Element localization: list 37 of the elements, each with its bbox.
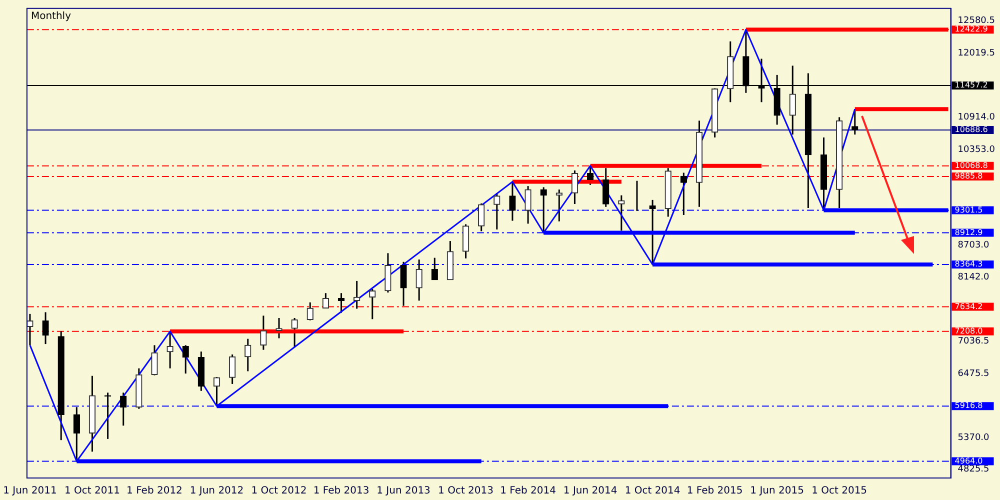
y-tick-label: 10914.0 bbox=[958, 112, 996, 122]
y-tick-label: 10353.0 bbox=[958, 144, 996, 155]
y-tick-label: 6475.5 bbox=[958, 369, 990, 380]
x-tick-label: 1 Oct 2011 bbox=[64, 486, 120, 497]
ref-line-label: 9885.8 bbox=[954, 172, 983, 181]
ref-line-label: 10068.8 bbox=[954, 160, 988, 170]
x-tick-label: 1 Jun 2011 bbox=[3, 486, 57, 497]
y-tick-label: 4825.5 bbox=[958, 464, 990, 475]
ref-line-label: 7208.0 bbox=[954, 326, 983, 336]
ref-line-label: 10688.6 bbox=[954, 125, 988, 134]
chart-title: Monthly bbox=[30, 10, 72, 22]
ref-line-label: 12422.9 bbox=[954, 24, 988, 34]
x-tick-label: 1 Feb 2014 bbox=[500, 486, 556, 497]
x-tick-label: 1 Oct 2014 bbox=[624, 486, 680, 497]
ref-line-label: 4964.0 bbox=[954, 456, 983, 466]
x-tick-label: 1 Jun 2013 bbox=[376, 486, 430, 497]
x-tick-label: 1 Feb 2013 bbox=[313, 486, 370, 497]
y-tick-label: 7036.5 bbox=[958, 336, 990, 347]
ref-line-label: 7634.2 bbox=[954, 302, 983, 311]
x-tick-label: 1 Oct 2012 bbox=[251, 486, 307, 497]
ref-line-label: 8364.3 bbox=[954, 260, 983, 269]
x-tick-label: 1 Jun 2015 bbox=[750, 486, 804, 497]
ref-line-label: 8912.9 bbox=[954, 228, 983, 237]
x-tick-label: 1 Feb 2015 bbox=[686, 486, 743, 497]
y-tick-label: 8142.0 bbox=[958, 272, 990, 283]
x-tick-label: 1 Oct 2015 bbox=[812, 486, 868, 497]
ref-line-label: 11457.2 bbox=[954, 80, 988, 90]
x-tick-label: 1 Oct 2013 bbox=[438, 486, 494, 497]
x-tick-label: 1 Jun 2012 bbox=[190, 486, 244, 497]
x-tick-label: 1 Jun 2014 bbox=[563, 486, 618, 497]
x-tick-label: 1 Feb 2012 bbox=[126, 486, 182, 497]
y-tick-label: 8703.0 bbox=[958, 240, 990, 250]
ref-line-label: 9301.5 bbox=[954, 205, 983, 214]
y-tick-label: 12580.5 bbox=[958, 16, 995, 26]
y-tick-label: 12019.5 bbox=[958, 48, 995, 58]
ref-line-label: 5916.8 bbox=[954, 401, 983, 410]
y-tick-label: 5370.0 bbox=[958, 433, 990, 444]
